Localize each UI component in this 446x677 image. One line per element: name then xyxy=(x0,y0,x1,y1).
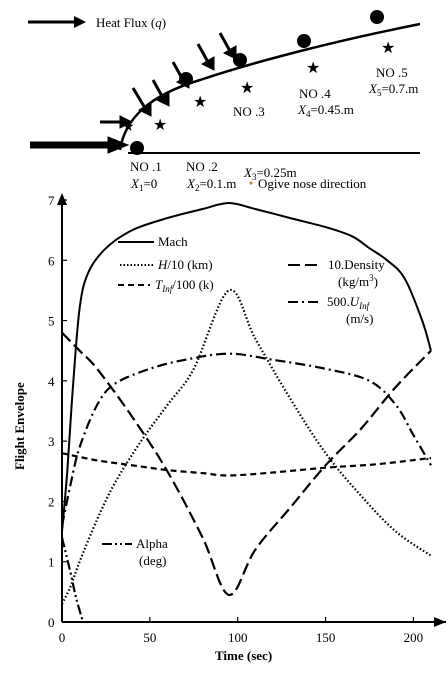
legend-alpha: Alpha xyxy=(136,536,168,551)
y-axis-title: Flight Envelope xyxy=(12,382,27,470)
y-tick-label: 4 xyxy=(48,374,55,389)
station-3-dot xyxy=(233,53,247,67)
station-3-no: NO .3 xyxy=(233,104,265,119)
star-icon: ★ xyxy=(306,60,320,77)
star-icon: ★ xyxy=(381,40,395,57)
legend: Mach H/10 (km) TInf/100 (k) 10.Density (… xyxy=(102,234,385,568)
legend-mach: Mach xyxy=(158,234,188,249)
heat-flux-label: Heat Flux (q) xyxy=(96,15,166,30)
legend-density-unit: (kg/m3) xyxy=(338,273,378,289)
y-tick-label: 5 xyxy=(48,314,55,329)
legend-tinf: TInf/100 (k) xyxy=(155,277,214,294)
star-icon: ★ xyxy=(153,117,167,134)
x-tick-label: 100 xyxy=(228,630,248,645)
station-2-no: NO .2 xyxy=(186,159,218,174)
station-1-no: NO .1 xyxy=(130,159,162,174)
y-tick-label: 7 xyxy=(48,193,55,208)
star-icon: ★ xyxy=(240,80,254,97)
station-5-no: NO .5 xyxy=(376,65,408,80)
direction-label: Ogive nose direction xyxy=(258,176,367,191)
x-tick-label: 0 xyxy=(59,630,66,645)
station-markers: ★ ★ ★ ★ ★ ★ xyxy=(122,10,395,155)
series-line-2 xyxy=(61,331,432,596)
heat-flux-arrow-icon xyxy=(28,16,86,28)
series-line-0 xyxy=(61,201,432,532)
y-tick-label: 2 xyxy=(48,494,55,509)
series-line-3 xyxy=(61,452,432,477)
ogive-contour xyxy=(118,22,421,151)
station-4-dot xyxy=(297,34,311,48)
station-1-dot xyxy=(130,141,144,155)
y-tick-label: 0 xyxy=(48,615,55,630)
flight-envelope-chart: 0 1 2 3 4 5 6 7 0 50 100 150 200 Time (sec) Flight E… xyxy=(12,193,446,663)
x-tick-label: 200 xyxy=(404,630,424,645)
legend-u: 500.UInf xyxy=(327,294,371,311)
station-5-x: X5=0.7.m xyxy=(368,81,418,98)
x-axis-arrow-icon xyxy=(434,617,446,627)
nose-diagram: Heat Flux (q) ★ ★ ★ xyxy=(28,10,421,193)
series-line-1 xyxy=(61,289,432,605)
y-tick-label: 3 xyxy=(48,434,55,449)
star-icon: ★ xyxy=(193,94,207,111)
station-2-x: X2=0.1.m xyxy=(186,176,236,193)
legend-u-unit: (m/s) xyxy=(346,311,373,326)
y-tick-label: 1 xyxy=(48,555,55,570)
x-tick-label: 150 xyxy=(316,630,336,645)
x-axis-title: Time (sec) xyxy=(215,648,272,663)
station-labels: NO .1 X1=0 NO .2 X2=0.1.m NO .3 X3=0.25m… xyxy=(130,65,418,193)
x-tick-label: 50 xyxy=(143,630,156,645)
star-icon: ★ xyxy=(122,120,135,135)
station-4-no: NO .4 xyxy=(299,86,331,101)
station-5-dot xyxy=(370,10,384,24)
legend-h: H/10 (km) xyxy=(157,257,213,272)
series-line-4 xyxy=(60,352,432,526)
y-tick-label: 6 xyxy=(48,253,55,268)
legend-alpha-unit: (deg) xyxy=(139,553,166,568)
heat-flux-arrows xyxy=(30,32,237,154)
station-1-x: X1=0 xyxy=(130,176,157,193)
station-3-x: X3=0.25m xyxy=(243,165,297,182)
series-line-5 xyxy=(60,537,85,623)
legend-density: 10.Density xyxy=(328,257,385,272)
station-4-x: X4=0.45.m xyxy=(297,102,354,119)
y-axis-arrow-icon xyxy=(57,193,67,205)
station-2-dot xyxy=(179,72,193,86)
